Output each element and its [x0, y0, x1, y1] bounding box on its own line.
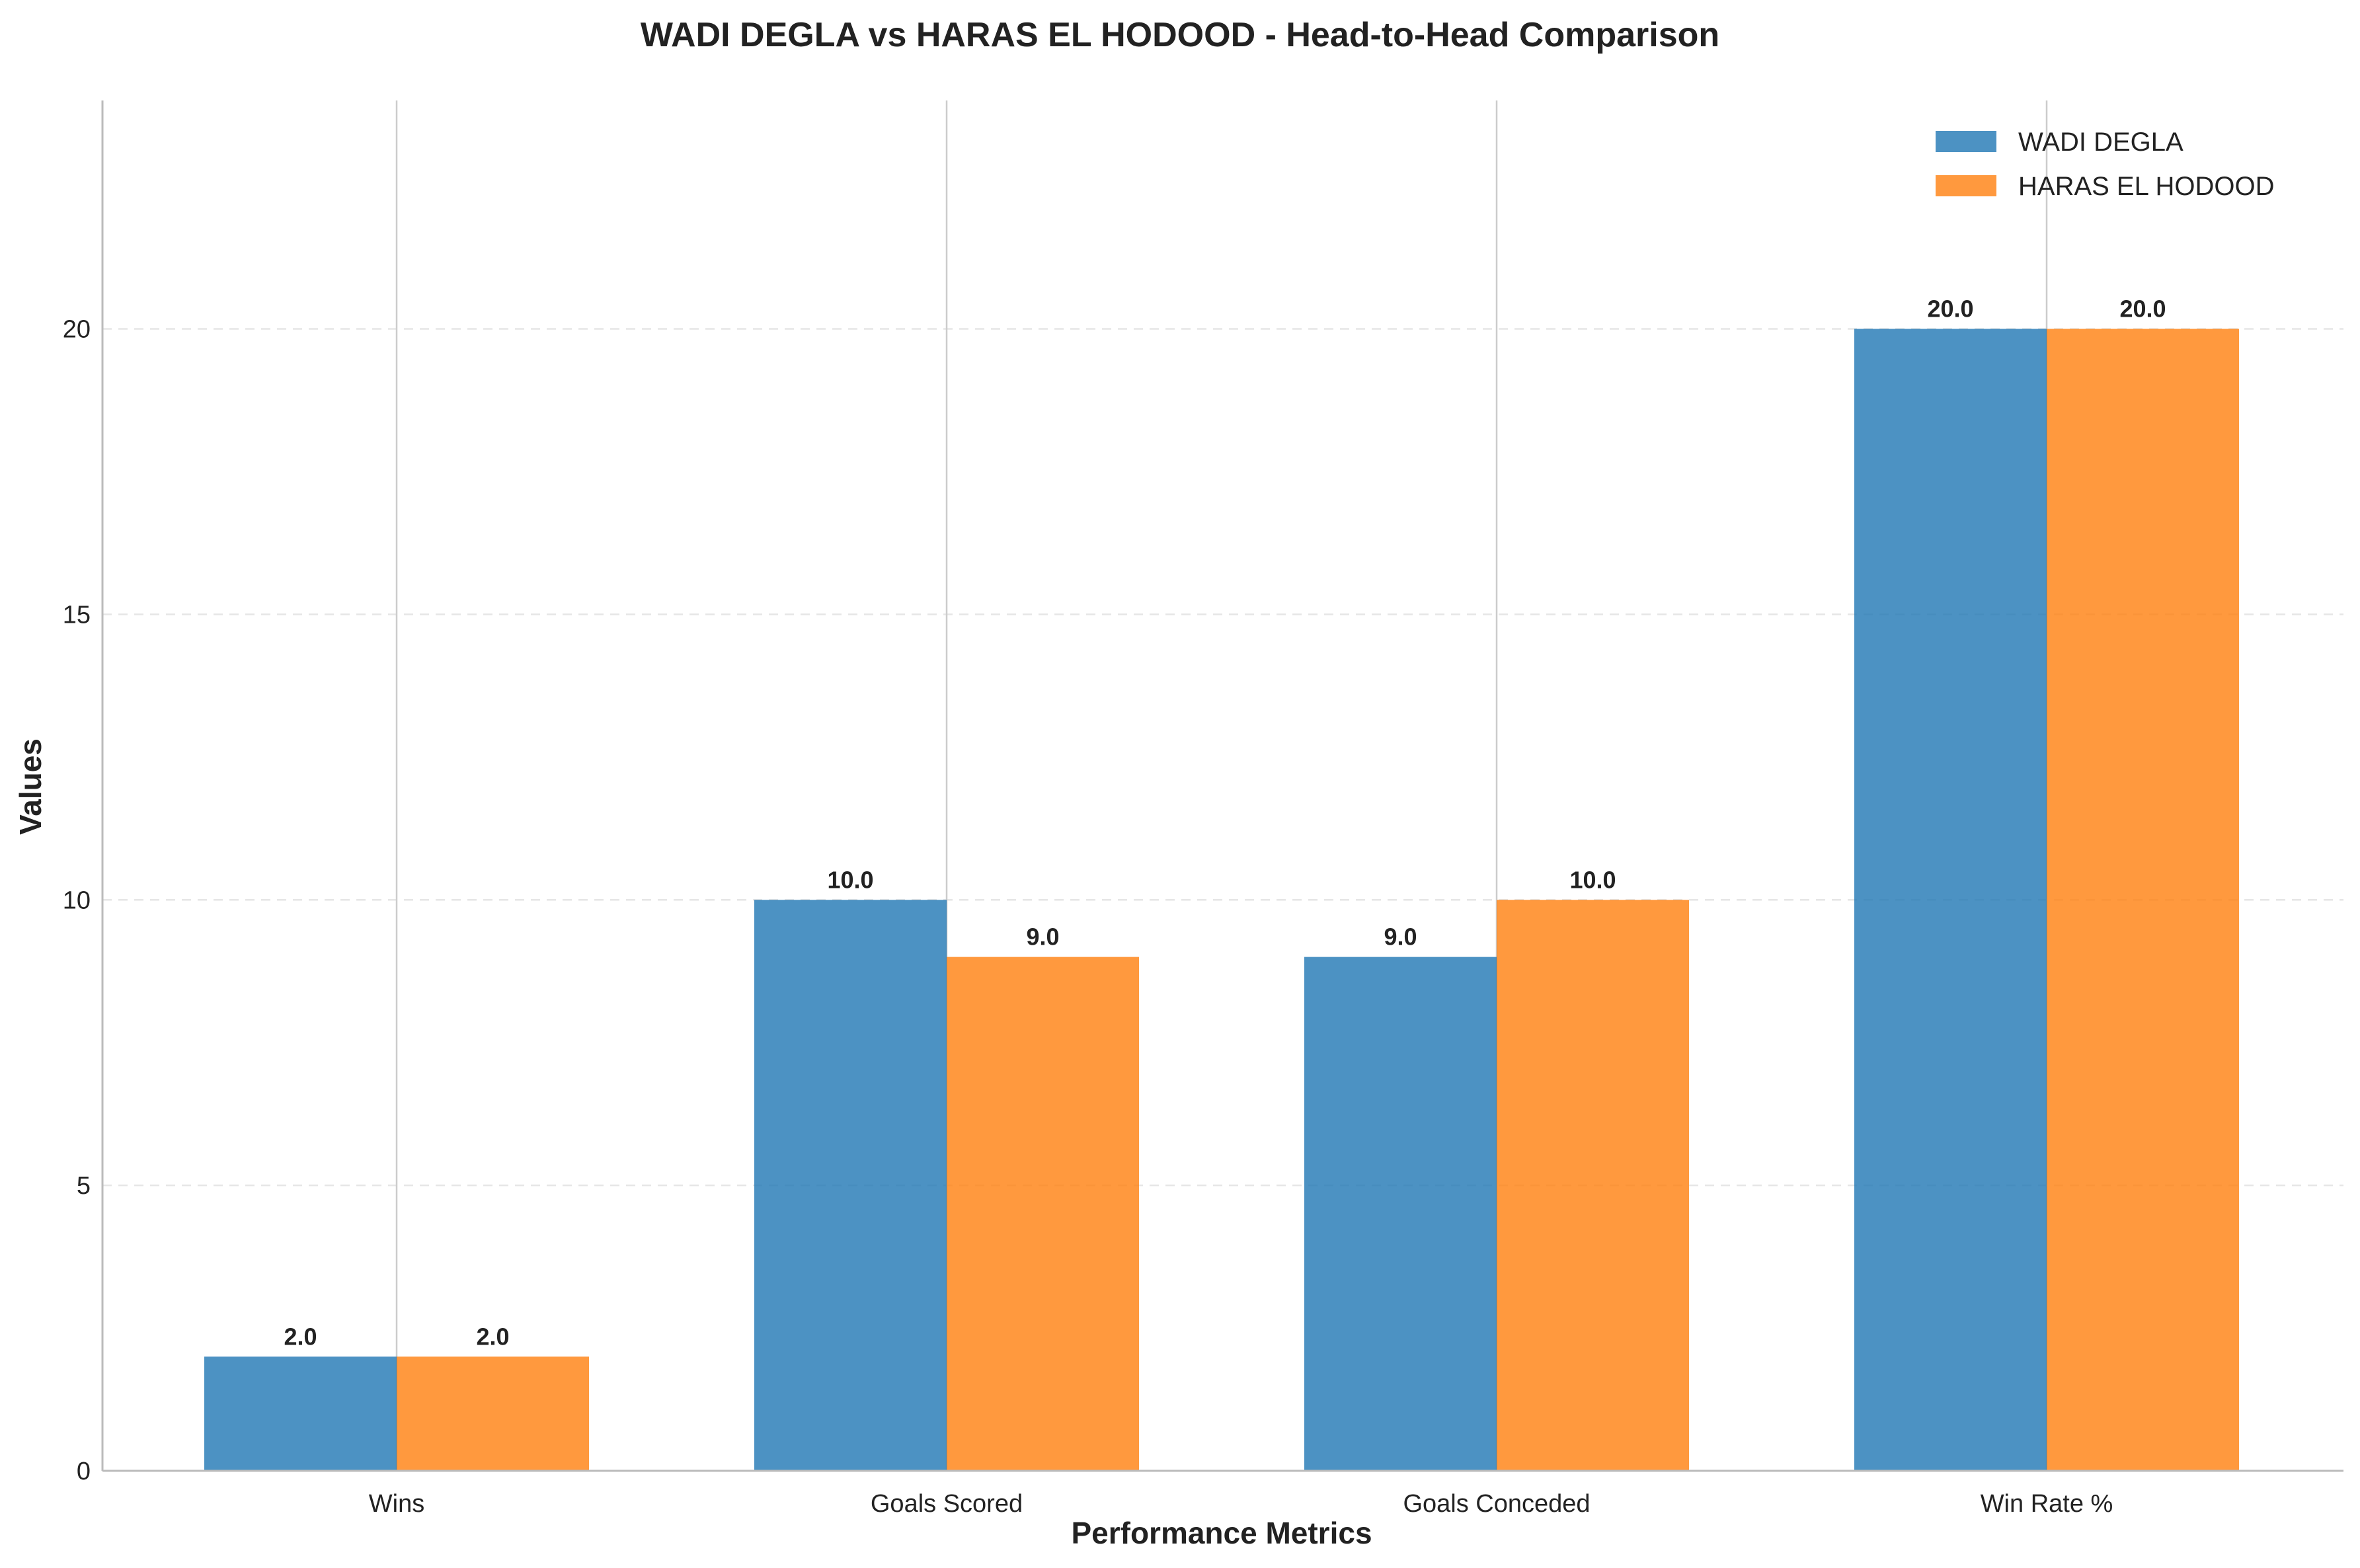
- chart-title: WADI DEGLA vs HARAS EL HODOOD - Head-to-…: [641, 16, 1719, 54]
- bar-value-label: 20.0: [1927, 295, 1973, 323]
- bar-series-1: [1854, 329, 2047, 1471]
- bar-value-label: 20.0: [2119, 295, 2166, 323]
- bar-value-label: 9.0: [1384, 923, 1417, 951]
- bar-series-2: [397, 1356, 589, 1471]
- legend-swatch: [1936, 175, 1996, 196]
- bar-series-1: [754, 900, 947, 1471]
- bar-series-2: [2047, 329, 2239, 1471]
- bar-series-1: [204, 1356, 397, 1471]
- x-tick-label: Win Rate %: [1981, 1490, 2113, 1518]
- bar-value-label: 9.0: [1026, 923, 1059, 951]
- bar-value-label: 10.0: [1569, 866, 1616, 893]
- y-tick-label: 0: [77, 1458, 91, 1485]
- y-tick-label: 10: [63, 886, 91, 914]
- axes: 0 5 10 15 20 Wins Goals Scored Goals Conceded Wi…: [63, 100, 2343, 1518]
- bar-series-1: [1304, 957, 1497, 1471]
- x-tick-label: Goals Conceded: [1403, 1490, 1590, 1518]
- bar-value-label: 10.0: [827, 866, 873, 893]
- value-labels: 2.0 10.0 9.0 20.0 2.0 9.0 10.0 20.0: [284, 295, 2166, 1351]
- y-axis-label: Values: [13, 738, 48, 835]
- legend: WADI DEGLA HARAS EL HODOOD: [1936, 128, 2274, 201]
- y-tick-label: 15: [63, 601, 91, 629]
- legend-swatch: [1936, 131, 1996, 152]
- legend-label: WADI DEGLA: [2018, 128, 2183, 157]
- x-axis-label: Performance Metrics: [1071, 1516, 1372, 1550]
- legend-label: HARAS EL HODOOD: [2018, 172, 2274, 201]
- bars: [204, 329, 2239, 1471]
- bar-value-label: 2.0: [284, 1323, 317, 1350]
- y-tick-label: 20: [63, 316, 91, 344]
- x-tick-label: Wins: [369, 1490, 424, 1518]
- x-tick-label: Goals Scored: [871, 1490, 1023, 1518]
- bar-series-2: [947, 957, 1139, 1471]
- bar-series-2: [1497, 900, 1689, 1471]
- y-tick-label: 5: [77, 1172, 91, 1200]
- bar-value-label: 2.0: [476, 1323, 509, 1350]
